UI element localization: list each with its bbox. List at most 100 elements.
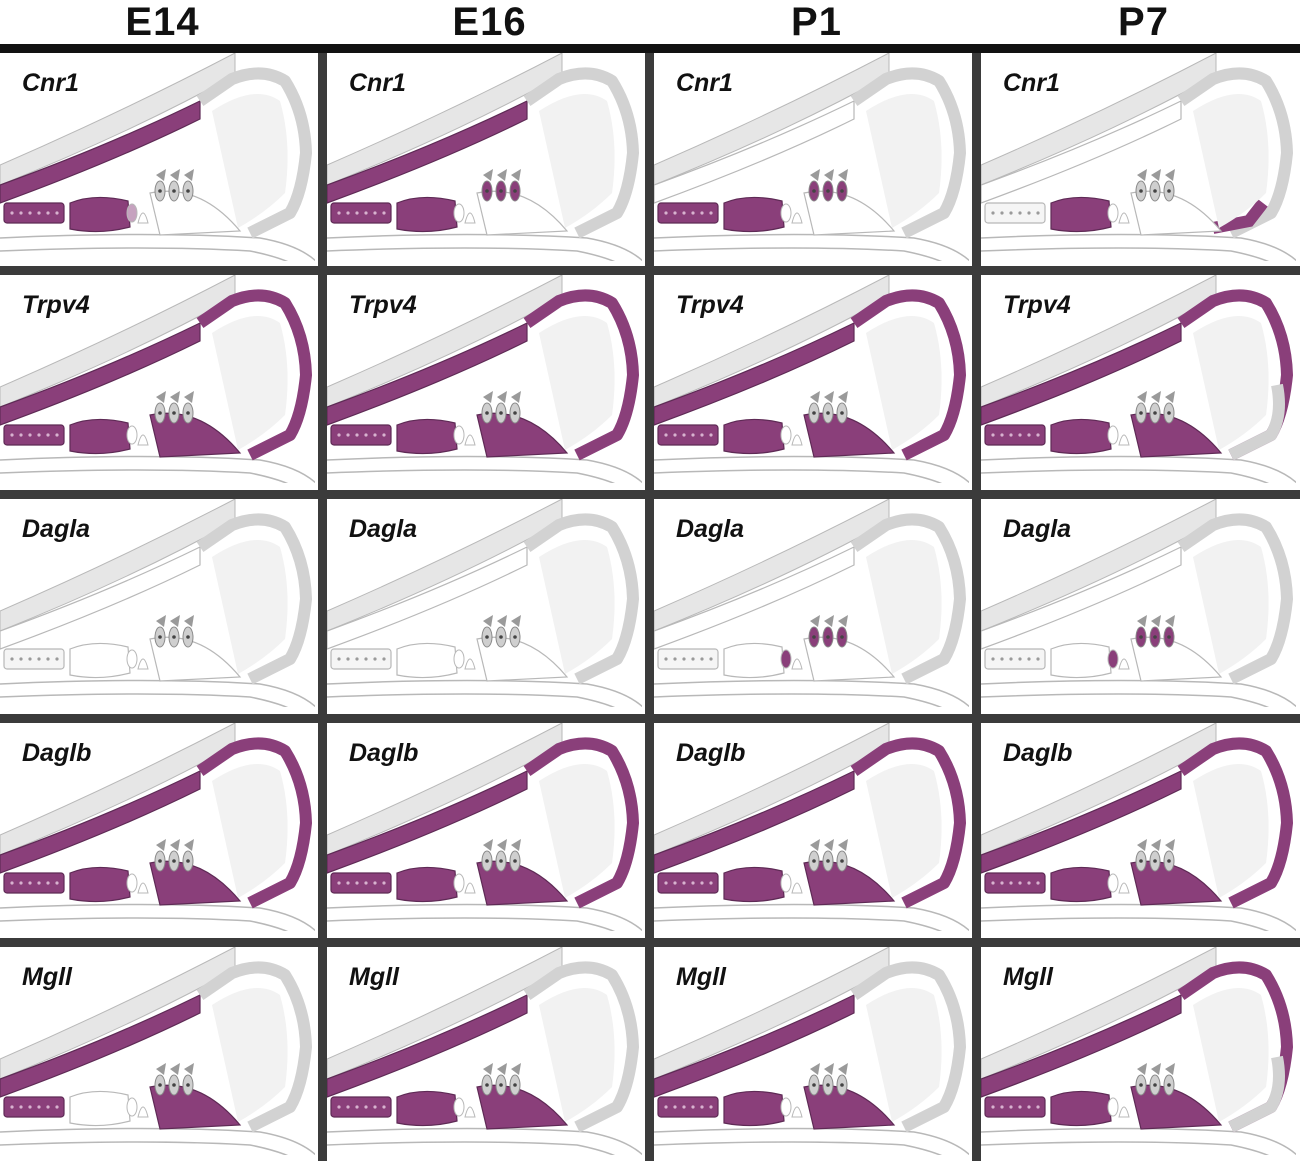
basilar-membrane — [981, 903, 1296, 931]
cell-nucleus — [499, 635, 503, 639]
cell-nucleus — [1018, 211, 1022, 215]
cell-nucleus — [812, 859, 816, 863]
greater-epithelial-ridge — [657, 648, 719, 670]
basilar-membrane-lower — [981, 1141, 1270, 1155]
cell-nucleus — [364, 657, 368, 661]
greater-epithelial-ridge — [657, 872, 719, 894]
cochlea-schematic — [981, 53, 1296, 261]
cell-nucleus — [1036, 657, 1040, 661]
spiral-ligament — [866, 539, 942, 674]
cell-nucleus — [673, 657, 677, 661]
gene-label: Dagla — [676, 515, 745, 543]
basilar-membrane-lower — [654, 247, 943, 261]
cochlea-schematic — [0, 723, 315, 931]
spiral-ligament — [212, 93, 288, 229]
basilar-membrane-lower — [327, 917, 616, 931]
stereocilia — [497, 391, 507, 403]
cell-nucleus — [840, 859, 844, 863]
cell-nucleus — [1036, 1105, 1040, 1109]
cell-nucleus — [991, 211, 995, 215]
cell-nucleus — [673, 881, 677, 885]
tunnel-of-corti — [137, 882, 149, 894]
cell-nucleus — [46, 211, 50, 215]
tunnel-of-corti — [1118, 1106, 1130, 1118]
stria-lower — [1228, 1055, 1285, 1133]
cell-nucleus — [337, 657, 341, 661]
stria-vascularis — [196, 961, 312, 1133]
basilar-membrane — [654, 233, 969, 261]
cell-nucleus — [812, 635, 816, 639]
cell-nucleus — [355, 211, 359, 215]
tunnel-of-corti — [137, 658, 149, 670]
stria-vascularis — [196, 513, 312, 685]
cell-nucleus — [682, 1105, 686, 1109]
inner-hair-cell — [780, 649, 792, 669]
stereocilia — [156, 391, 166, 403]
stria-vascularis — [523, 289, 639, 461]
cell-nucleus — [991, 1105, 995, 1109]
basilar-membrane-lower — [0, 917, 289, 931]
greater-epithelial-ridge — [330, 1096, 392, 1118]
stereocilia — [824, 391, 834, 403]
lesser-epithelial-ridge — [396, 642, 458, 679]
cell-nucleus — [1153, 411, 1157, 415]
cell-nucleus — [691, 1105, 695, 1109]
greater-epithelial-ridge — [657, 424, 719, 446]
cell-nucleus — [1153, 635, 1157, 639]
cell-nucleus — [840, 189, 844, 193]
cell-nucleus — [1167, 859, 1171, 863]
stereocilia — [497, 615, 507, 627]
basilar-membrane — [0, 1127, 315, 1155]
tunnel-of-corti — [464, 434, 476, 446]
reissner-epithelium — [981, 994, 1182, 1098]
stria-vascularis — [850, 67, 966, 239]
stria-vascularis — [523, 67, 639, 239]
panel-daglb-e14: Daglb — [0, 723, 315, 931]
cell-nucleus — [485, 635, 489, 639]
cochlea-schematic — [327, 499, 642, 707]
cell-nucleus — [382, 211, 386, 215]
cell-nucleus — [513, 859, 517, 863]
cell-nucleus — [1139, 1083, 1143, 1087]
cell-nucleus — [373, 211, 377, 215]
stereocilia — [184, 1063, 194, 1075]
stereocilia — [824, 1063, 834, 1075]
cell-nucleus — [826, 189, 830, 193]
inner-hair-cell — [126, 203, 138, 223]
stereocilia — [1151, 615, 1161, 627]
stria-vascularis — [523, 961, 639, 1133]
cochlea-schematic — [981, 499, 1296, 707]
cochlea-schematic — [327, 275, 642, 483]
gene-label: Trpv4 — [1003, 291, 1071, 319]
cell-nucleus — [28, 881, 32, 885]
greater-epithelial-ridge — [984, 202, 1046, 224]
stria-vascularis — [850, 961, 966, 1133]
cell-nucleus — [682, 211, 686, 215]
tunnel-of-corti — [464, 658, 476, 670]
reissner-epithelium — [981, 770, 1182, 874]
spiral-ligament — [866, 763, 942, 898]
cell-nucleus — [37, 211, 41, 215]
cell-nucleus — [28, 433, 32, 437]
cell-nucleus — [700, 1105, 704, 1109]
stereocilia — [1151, 391, 1161, 403]
tunnel-of-corti — [137, 1106, 149, 1118]
cell-nucleus — [1167, 1083, 1171, 1087]
greater-epithelial-ridge — [330, 202, 392, 224]
cell-nucleus — [1009, 881, 1013, 885]
stria-vascularis — [523, 737, 639, 909]
cell-nucleus — [664, 657, 668, 661]
inner-hair-cell — [1107, 649, 1119, 669]
tunnel-of-corti — [137, 434, 149, 446]
cochlea-schematic — [981, 275, 1296, 483]
cochlea-schematic — [327, 947, 642, 1155]
cell-nucleus — [1000, 211, 1004, 215]
inner-hair-cell — [1107, 425, 1119, 445]
inner-hair-cell — [126, 425, 138, 445]
cell-nucleus — [513, 411, 517, 415]
cell-nucleus — [186, 1083, 190, 1087]
cell-nucleus — [337, 211, 341, 215]
lesser-epithelial-ridge — [1050, 196, 1112, 233]
cell-nucleus — [37, 433, 41, 437]
panel-mgll-e14: Mgll — [0, 947, 315, 1155]
